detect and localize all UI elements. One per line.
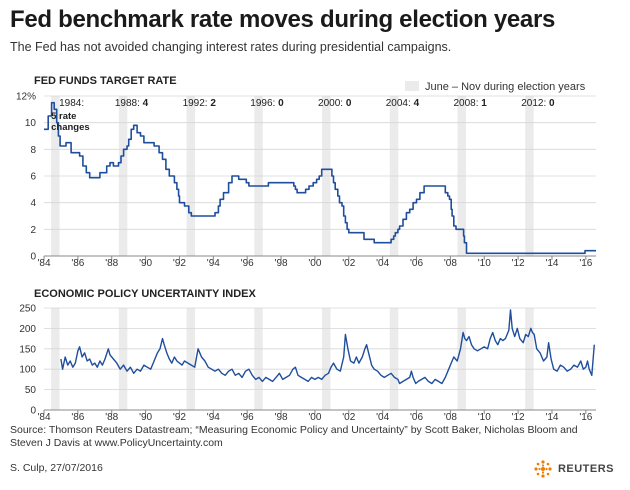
chart-subtitle: The Fed has not avoided changing interes… — [10, 40, 452, 54]
x-tick-label: '12 — [512, 258, 525, 269]
x-tick-label: '14 — [545, 412, 558, 423]
reuters-logo-icon — [534, 460, 552, 478]
chart-title: Fed benchmark rate moves during election… — [10, 6, 556, 33]
x-tick-label: '04 — [376, 258, 389, 269]
x-tick-label: '06 — [410, 258, 423, 269]
x-tick-label: '96 — [241, 258, 254, 269]
y-tick-label: 250 — [19, 304, 36, 315]
election-band — [186, 308, 196, 410]
y-tick-label: 100 — [19, 365, 36, 376]
y-tick-label: 150 — [19, 344, 36, 355]
x-tick-label: '16 — [579, 258, 592, 269]
x-tick-label: '00 — [308, 258, 321, 269]
uncertainty-panel: 0 50 100 150 200 250 '84 '86 '88 '90 '92 '94 '96 '98 '… — [19, 304, 596, 423]
x-tick-label: '94 — [207, 412, 220, 423]
logo-text: REUTERS — [557, 463, 614, 475]
x-tick-label: '10 — [478, 412, 491, 423]
x-tick-label: '96 — [241, 412, 254, 423]
annotation-label: 2000: 0 — [318, 98, 352, 109]
x-tick-label: '02 — [342, 258, 355, 269]
x-tick-label: '92 — [173, 412, 186, 423]
x-tick-label: '08 — [444, 258, 457, 269]
x-tick-label: '14 — [545, 258, 558, 269]
annotation-changes: changes — [51, 122, 90, 133]
x-tick-label: '88 — [105, 412, 118, 423]
annotation-label: 1988: 4 — [115, 98, 149, 109]
y-tick-label: 6 — [30, 172, 36, 183]
y-tick-label: 4 — [30, 198, 36, 209]
x-tick-label: '88 — [105, 258, 118, 269]
x-tick-label: '04 — [376, 412, 389, 423]
x-tick-label: '16 — [579, 412, 592, 423]
fed-panel-title: FED FUNDS TARGET RATE — [34, 75, 177, 87]
election-band — [457, 308, 466, 410]
series-line — [44, 101, 596, 255]
election-band — [118, 308, 128, 410]
credit-line: S. Culp, 27/07/2016 — [10, 462, 103, 474]
y-tick-label: 2 — [30, 225, 36, 236]
reuters-logo: REUTERS — [532, 458, 614, 480]
y-tick-label: 8 — [30, 145, 36, 156]
annotation-label: 1996: 0 — [250, 98, 284, 109]
source-note: Source: Thomson Reuters Datastream; “Mea… — [10, 424, 578, 449]
annotation-label: 1992: 2 — [183, 98, 217, 109]
x-tick-label: '92 — [173, 258, 186, 269]
election-band — [389, 308, 399, 410]
fed-rate-panel: 0 2 4 6 8 10 12% '84 '86 '88 '90 '92 '94 '96 '98 '00 '02… — [16, 92, 596, 269]
x-tick-label: '86 — [71, 258, 84, 269]
x-tick-label: '94 — [207, 258, 220, 269]
x-tick-label: '00 — [308, 412, 321, 423]
election-band — [525, 308, 534, 410]
election-band — [51, 308, 60, 410]
annotation-label: 2004: 4 — [386, 98, 420, 109]
epu-panel-title: ECONOMIC POLICY UNCERTAINTY INDEX — [34, 288, 257, 300]
x-tick-label: '90 — [139, 412, 152, 423]
annotation-year: 1984: — [59, 98, 84, 109]
legend-label: June – Nov during election years — [425, 81, 586, 93]
legend-swatch — [405, 81, 419, 91]
election-band — [322, 308, 331, 410]
y-tick-label: 50 — [25, 385, 37, 396]
series-line — [60, 309, 595, 385]
annotation-changes: 5 rate — [51, 111, 76, 122]
y-tick-label: 200 — [19, 324, 36, 335]
annotation-label: 2012: 0 — [521, 98, 555, 109]
y-tick-label: 0 — [30, 252, 36, 263]
y-tick-label: 12% — [16, 92, 36, 103]
x-tick-label: '86 — [71, 412, 84, 423]
x-tick-label: '98 — [275, 412, 288, 423]
x-tick-label: '02 — [342, 412, 355, 423]
election-band — [254, 308, 263, 410]
x-tick-label: '84 — [37, 412, 50, 423]
x-tick-label: '90 — [139, 258, 152, 269]
x-tick-label: '10 — [478, 258, 491, 269]
y-tick-label: 0 — [30, 406, 36, 417]
x-tick-label: '06 — [410, 412, 423, 423]
annotation-label: 2008: 1 — [453, 98, 487, 109]
x-tick-label: '84 — [37, 258, 50, 269]
x-tick-label: '08 — [444, 412, 457, 423]
x-tick-label: '12 — [512, 412, 525, 423]
y-tick-label: 10 — [25, 118, 37, 129]
x-tick-label: '98 — [275, 258, 288, 269]
